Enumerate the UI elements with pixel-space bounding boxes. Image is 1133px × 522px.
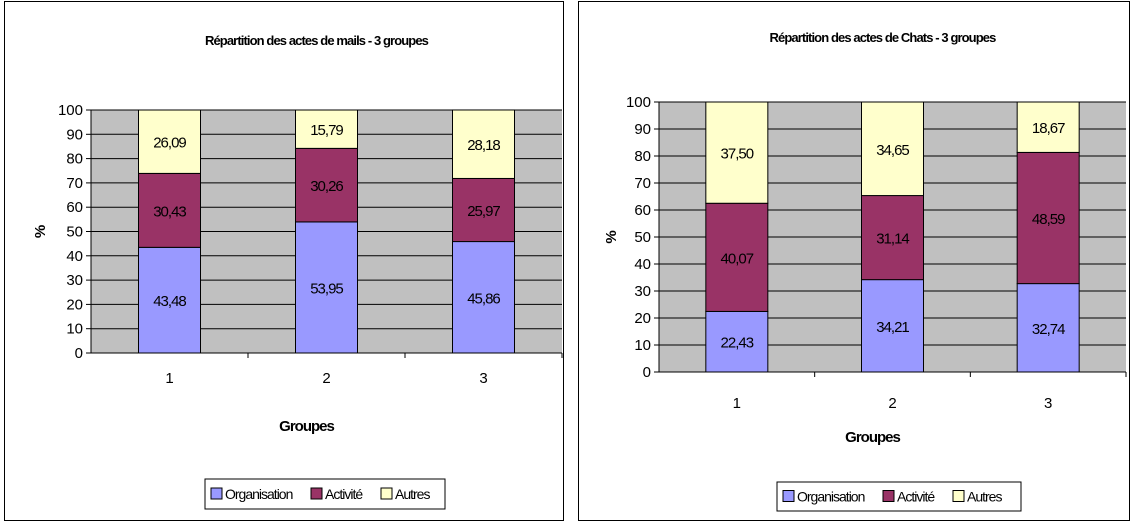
bar-segment (705, 202, 769, 312)
legend-label: Autres (395, 486, 430, 502)
bar-segment (295, 109, 358, 149)
x-tick-label: 3 (1044, 395, 1052, 412)
legend-swatch (380, 487, 393, 500)
data-label: 43,48 (153, 293, 186, 310)
data-label: 34,65 (876, 142, 909, 159)
y-tick-label: 80 (66, 151, 83, 168)
data-label: 28,18 (467, 137, 500, 154)
data-label: 34,21 (876, 319, 909, 336)
y-tick-label: 40 (66, 248, 83, 265)
y-tick-label: 0 (643, 364, 651, 381)
y-tick-label: 30 (634, 283, 651, 300)
data-label: 30,43 (153, 203, 186, 220)
bar-segment (295, 147, 358, 223)
x-tick-label: 1 (733, 395, 741, 412)
bar-segment (452, 241, 515, 354)
y-tick-label: 40 (634, 256, 651, 273)
chart-mails-svg: Répartition des actes de mails - 3 group… (32, 33, 563, 510)
chart-title: Répartition des actes de Chats - 3 group… (770, 30, 997, 45)
data-label: 45,86 (467, 290, 500, 307)
legend-label: Autres (967, 489, 1002, 505)
bar-segment (861, 101, 924, 197)
y-axis-label: % (32, 225, 49, 238)
bar-segment (138, 109, 201, 174)
data-label: 18,67 (1032, 120, 1065, 137)
bar-segment (1016, 101, 1080, 153)
y-tick-label: 50 (66, 224, 83, 241)
y-tick-label: 100 (626, 94, 651, 111)
y-tick-label: 60 (66, 199, 83, 216)
data-label: 32,74 (1032, 321, 1065, 338)
bar-segment (138, 172, 201, 248)
legend-box (776, 481, 1022, 512)
x-axis-label: Groupes (279, 418, 334, 435)
y-tick-label: 100 (58, 102, 83, 119)
y-tick-label: 60 (634, 202, 651, 219)
data-label: 15,79 (310, 122, 343, 139)
chart-mails: Répartition des actes de mails - 3 group… (4, 1, 564, 521)
y-tick-label: 10 (66, 321, 83, 338)
y-tick-label: 0 (75, 345, 83, 362)
x-tick-label: 2 (322, 370, 330, 387)
y-tick-label: 50 (634, 229, 651, 246)
legend-label: Organisation (797, 489, 865, 505)
bar-segment (452, 109, 515, 179)
legend-label: Activité (897, 489, 935, 505)
bar-segment (861, 279, 924, 373)
data-label: 22,43 (721, 335, 754, 352)
y-tick-label: 20 (66, 296, 83, 313)
y-tick-label: 30 (66, 272, 83, 289)
legend-swatch (782, 490, 795, 502)
legend-swatch (952, 490, 965, 502)
legend-label: Activité (325, 486, 363, 502)
data-label: 31,14 (876, 231, 909, 248)
data-label: 48,59 (1032, 211, 1065, 228)
data-label: 53,95 (310, 280, 343, 297)
y-tick-label: 80 (634, 148, 651, 165)
y-tick-label: 70 (66, 175, 83, 192)
bar-segment (138, 246, 201, 354)
data-label: 30,26 (310, 178, 343, 195)
legend-swatch (210, 487, 223, 500)
legend-swatch (310, 487, 323, 500)
bar-segment (452, 177, 515, 243)
x-tick-label: 1 (165, 370, 173, 387)
y-axis-label: % (603, 230, 620, 243)
data-label: 40,07 (721, 250, 754, 267)
bar-segment (705, 101, 769, 204)
bar-segment (295, 221, 358, 354)
data-label: 26,09 (153, 135, 186, 152)
x-axis-label: Groupes (845, 429, 900, 446)
x-tick-label: 3 (479, 370, 487, 387)
chart-chats-svg: Répartition des actes de Chats - 3 group… (603, 30, 1127, 512)
chart-chats: Répartition des actes de Chats - 3 group… (578, 1, 1130, 521)
y-tick-label: 90 (634, 121, 651, 138)
bar-segment (1016, 151, 1080, 285)
data-label: 25,97 (467, 203, 500, 220)
y-tick-label: 20 (634, 310, 651, 327)
legend-swatch (882, 490, 895, 502)
legend-box (204, 478, 446, 510)
chart-title: Répartition des actes de mails - 3 group… (205, 33, 429, 48)
data-label: 37,50 (721, 146, 754, 163)
y-tick-label: 90 (66, 126, 83, 143)
x-tick-label: 2 (888, 395, 896, 412)
y-tick-label: 10 (634, 337, 651, 354)
y-tick-label: 70 (634, 175, 651, 192)
legend-label: Organisation (225, 486, 293, 502)
